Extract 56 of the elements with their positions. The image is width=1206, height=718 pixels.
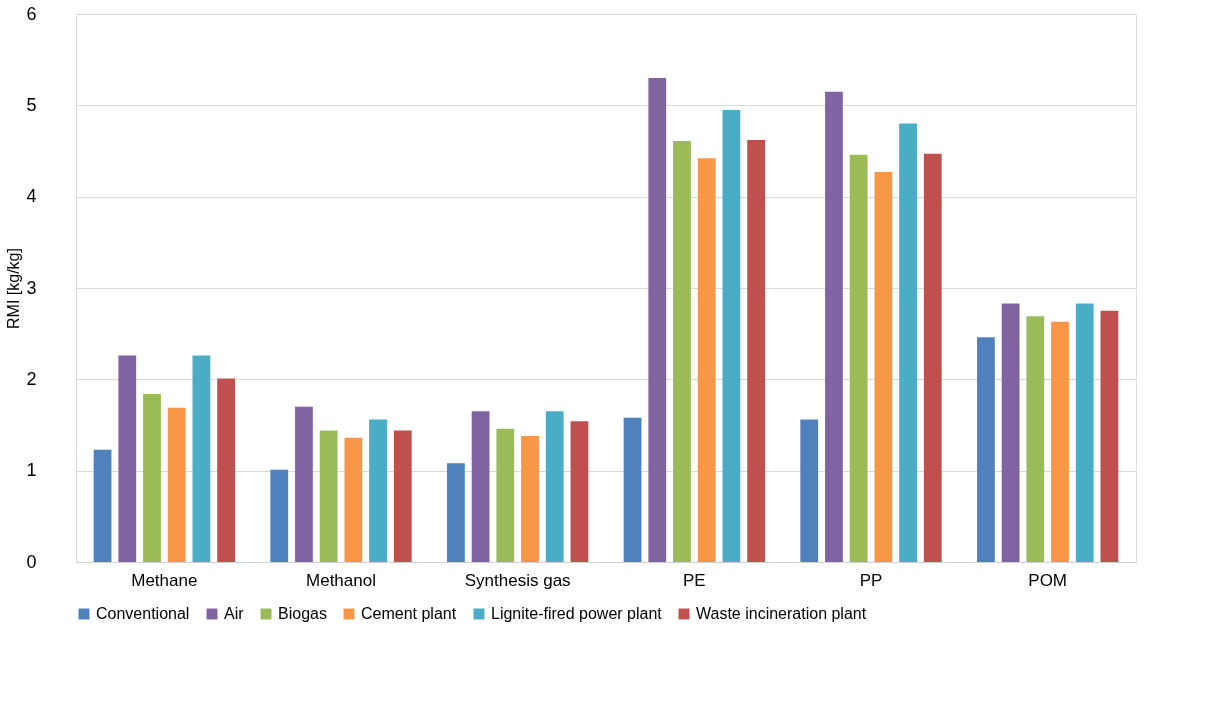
legend-label: Biogas: [278, 605, 327, 622]
bar: [1001, 303, 1020, 562]
bar: [722, 109, 741, 562]
bar: [369, 419, 387, 562]
bar: [167, 407, 186, 562]
bar: [1026, 316, 1045, 562]
bar: [393, 430, 412, 562]
bar: [648, 77, 667, 562]
bar: [623, 417, 642, 562]
x-tick-label: POM: [1028, 570, 1068, 590]
bar: [496, 428, 515, 562]
bar: [849, 154, 868, 562]
y-tick-label: 6: [26, 3, 37, 24]
bar: [923, 153, 942, 562]
bar: [93, 449, 112, 562]
y-tick-label: 1: [26, 460, 37, 481]
bar: [192, 355, 211, 562]
legend-label: Cement plant: [361, 605, 457, 622]
bar: [118, 355, 137, 562]
x-tick-label: Synthesis gas: [464, 570, 571, 590]
bar: [899, 123, 917, 562]
x-tick-label: PE: [682, 570, 706, 590]
bar: [344, 437, 363, 562]
legend-label: Conventional: [96, 605, 190, 622]
y-tick-label: 3: [26, 277, 37, 298]
bar: [1051, 321, 1069, 562]
x-tick-label: Methanol: [306, 570, 376, 590]
bar: [521, 435, 539, 562]
bar: [747, 140, 765, 562]
bar: [471, 411, 490, 562]
legend-label: Waste incineration plant: [696, 605, 867, 622]
bar: [270, 469, 289, 562]
bar: [800, 419, 819, 562]
bar: [1100, 310, 1119, 562]
bar: [545, 411, 564, 562]
bar: [1075, 303, 1094, 562]
bar: [977, 337, 995, 562]
bar: [217, 378, 235, 562]
bar: [570, 421, 589, 562]
x-tick-label: Methane: [131, 570, 198, 590]
bar: [143, 393, 161, 562]
legend-label: Lignite-fired power plant: [491, 605, 663, 622]
y-tick-label: 4: [26, 186, 37, 207]
bar: [673, 140, 691, 562]
y-tick-label: 0: [26, 551, 37, 572]
bar: [447, 463, 465, 562]
bar: [319, 430, 338, 562]
y-tick-label: 2: [26, 368, 37, 389]
bar: [697, 158, 716, 562]
y-tick-label: 5: [26, 94, 37, 115]
legend-label: Air: [224, 605, 245, 622]
bar: [825, 91, 843, 562]
bar: [874, 172, 893, 562]
y-axis-title: RMI [kg/kg]: [5, 248, 23, 329]
x-tick-label: PP: [859, 570, 883, 590]
bar: [295, 406, 313, 562]
